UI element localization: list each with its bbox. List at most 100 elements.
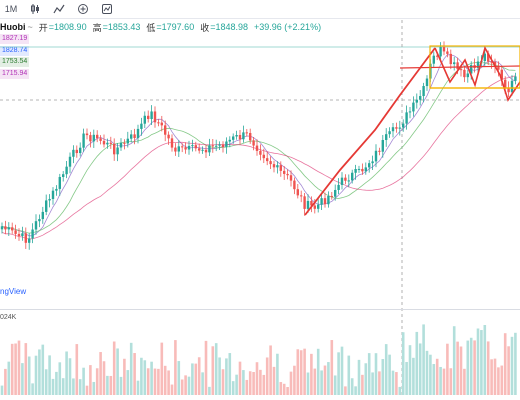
candle-body: [24, 233, 27, 243]
candle-body: [327, 195, 330, 205]
volume-bar: [160, 342, 164, 395]
candle-body: [344, 177, 347, 181]
candle-body: [289, 175, 293, 181]
volume-bar: [10, 343, 14, 395]
candle-body: [160, 122, 163, 126]
volume-bar: [276, 353, 279, 395]
candle-body: [194, 145, 197, 149]
close-label: 收: [200, 22, 210, 33]
volume-bar: [225, 358, 228, 395]
trend-line-up: [304, 47, 436, 216]
candle-style-icon[interactable]: [28, 1, 42, 17]
volume-bar: [279, 382, 283, 395]
candle-body: [157, 122, 160, 124]
volume-bar: [299, 350, 303, 395]
volume-bar: [34, 355, 38, 395]
ma-long-line: [1, 75, 516, 240]
candle-body: [48, 198, 51, 201]
volume-bar: [55, 371, 58, 395]
volume-bar: [95, 368, 99, 395]
symbol-dropdown[interactable]: ~: [27, 22, 33, 32]
volume-bar: [24, 343, 28, 395]
volume-bar: [466, 340, 470, 395]
candle-body: [266, 158, 269, 162]
volume-bar: [432, 364, 436, 395]
volume-bar: [293, 365, 296, 395]
volume-bar: [140, 357, 143, 395]
volume-bar: [327, 362, 330, 395]
candle-body: [164, 125, 167, 135]
candle-body: [14, 230, 17, 234]
volume-bar: [17, 340, 21, 395]
candle-body: [79, 147, 82, 154]
chart-toolbar: 1M: [0, 0, 520, 18]
volume-bar: [218, 357, 221, 395]
candle-body: [385, 134, 388, 140]
symbol-name[interactable]: Huobi: [0, 22, 26, 32]
volume-bar: [0, 385, 4, 395]
candle-body: [116, 147, 119, 155]
interval-button[interactable]: 1M: [4, 4, 18, 14]
candle-body: [442, 47, 446, 52]
candle-body: [75, 149, 78, 154]
compare-icon[interactable]: [76, 1, 90, 17]
chart-type-icon[interactable]: [100, 1, 114, 17]
volume-bar: [143, 360, 147, 395]
candle-body: [201, 149, 204, 151]
volume-bar: [449, 368, 453, 395]
candle-body: [167, 134, 170, 139]
volume-bar: [242, 370, 245, 395]
candle-body: [504, 79, 507, 88]
volume-bar: [378, 371, 381, 395]
volume-bar: [194, 363, 198, 395]
candle-body: [133, 134, 136, 139]
candle-body: [381, 139, 384, 152]
volume-bar: [167, 370, 170, 395]
pane-separator[interactable]: [0, 309, 520, 310]
toolbar-divider: [0, 18, 520, 19]
candle-body: [388, 131, 391, 135]
candle-body: [364, 167, 367, 172]
candle-body: [245, 132, 248, 134]
candle-body: [408, 111, 412, 113]
candle-body: [126, 138, 129, 144]
volume-bar: [439, 366, 442, 395]
volume-bar: [197, 357, 201, 395]
volume-bar: [204, 340, 208, 395]
volume-bar: [150, 361, 153, 395]
candle-body: [347, 180, 350, 182]
volume-bar: [89, 365, 92, 395]
candle-body: [361, 168, 364, 172]
candle-body: [109, 142, 112, 144]
candle-body: [147, 115, 150, 120]
candle-body: [4, 226, 7, 230]
candle-body: [177, 146, 180, 152]
volume-bar: [174, 340, 177, 395]
candle-body: [306, 200, 310, 209]
volume-bar: [289, 371, 293, 395]
volume-bar: [184, 375, 187, 395]
open-value: =1808.90: [48, 22, 87, 32]
candle-body: [340, 177, 344, 185]
candle-body: [351, 172, 354, 181]
candle-body: [255, 145, 259, 151]
high-label: 高: [92, 22, 102, 33]
candle-body: [446, 51, 449, 54]
candle-body: [0, 226, 4, 230]
volume-bar: [245, 379, 249, 395]
volume-bar: [214, 343, 218, 395]
candle-body: [500, 69, 503, 80]
volume-bar: [123, 358, 126, 395]
indicators-icon[interactable]: [52, 1, 66, 17]
volume-bar: [381, 359, 385, 395]
volume-bar: [391, 370, 395, 395]
volume-bar: [126, 370, 130, 395]
tradingview-watermark[interactable]: ngView: [0, 287, 27, 296]
volume-bar: [350, 378, 354, 395]
candle-body: [31, 229, 34, 239]
volume-bar: [452, 326, 456, 395]
candle-body: [191, 145, 194, 147]
volume-bar: [306, 372, 310, 395]
volume-bar: [262, 374, 266, 395]
